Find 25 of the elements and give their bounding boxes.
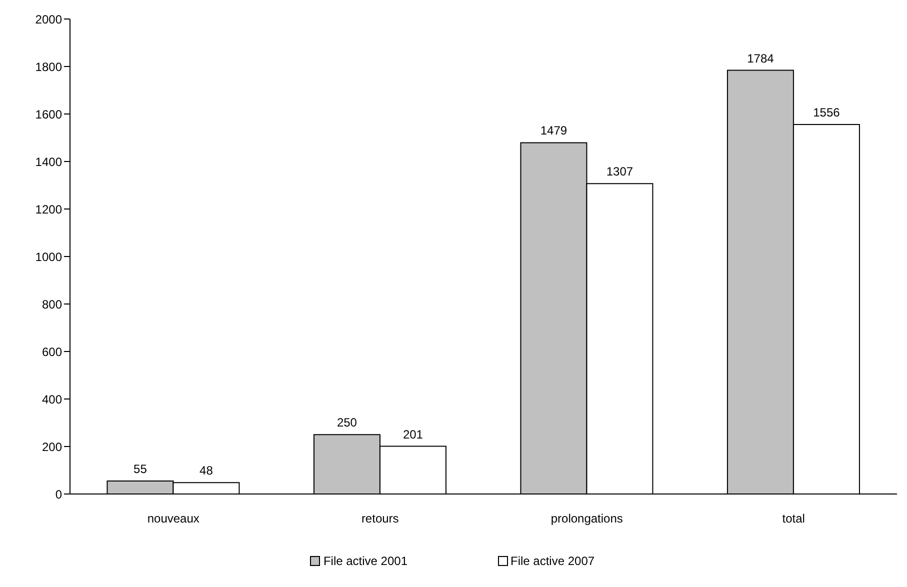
data-label: 1479 xyxy=(540,124,568,138)
data-label: 201 xyxy=(402,427,424,442)
x-tick-label: total xyxy=(782,512,805,526)
x-tick-label: nouveaux xyxy=(147,512,200,526)
y-tick-label: 1400 xyxy=(35,154,62,169)
x-tick-label: retours xyxy=(361,512,399,526)
y-tick-label: 1600 xyxy=(35,107,62,122)
data-label: 1784 xyxy=(747,51,774,66)
data-label: 250 xyxy=(336,416,358,430)
y-tick-label: 200 xyxy=(42,440,62,454)
y-tick-label: 1800 xyxy=(35,60,62,74)
data-label: 48 xyxy=(200,464,214,478)
y-tick-label: 1000 xyxy=(35,250,62,264)
y-tick-label: 2000 xyxy=(35,12,62,26)
legend-label: File active 2007 xyxy=(510,554,595,568)
legend-label: File active 2001 xyxy=(322,554,408,568)
y-tick-label: 1200 xyxy=(35,202,62,216)
y-tick-label: 600 xyxy=(42,344,62,359)
data-label: 55 xyxy=(134,462,148,476)
y-tick-label: 400 xyxy=(42,392,62,406)
y-tick-label: 0 xyxy=(55,487,62,502)
data-label: 1556 xyxy=(813,105,840,120)
data-label: 1307 xyxy=(606,164,634,179)
y-tick-label: 800 xyxy=(42,297,62,312)
x-tick-label: prolongations xyxy=(550,512,623,526)
